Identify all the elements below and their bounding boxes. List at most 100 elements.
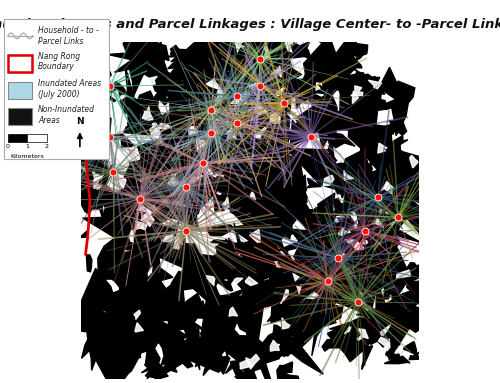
Polygon shape [198,130,218,155]
Polygon shape [328,133,355,148]
Polygon shape [92,293,112,311]
Polygon shape [240,360,253,369]
Polygon shape [185,262,204,284]
Polygon shape [410,155,418,168]
Polygon shape [382,190,404,214]
Text: Non-Inundated
Areas: Non-Inundated Areas [38,105,95,124]
Polygon shape [206,188,228,211]
Polygon shape [152,123,158,129]
Polygon shape [394,117,406,135]
Polygon shape [56,160,128,224]
Polygon shape [380,136,408,151]
Polygon shape [284,288,335,357]
Polygon shape [384,350,410,363]
Polygon shape [180,159,199,176]
Polygon shape [338,164,396,232]
Polygon shape [348,223,370,242]
Polygon shape [148,195,169,211]
Polygon shape [255,105,268,114]
Polygon shape [286,139,374,192]
Polygon shape [208,281,259,334]
Polygon shape [204,277,218,299]
Polygon shape [222,143,293,199]
Polygon shape [274,165,299,180]
Polygon shape [288,252,294,260]
Polygon shape [164,103,169,112]
Polygon shape [123,300,134,325]
Polygon shape [271,300,288,323]
Polygon shape [400,299,419,311]
Text: Nang Rong
Boundary: Nang Rong Boundary [38,52,80,72]
Polygon shape [360,212,384,232]
Polygon shape [344,54,362,73]
Polygon shape [158,123,170,129]
Polygon shape [290,193,348,275]
Polygon shape [232,278,243,286]
Polygon shape [314,203,336,222]
Polygon shape [228,208,296,264]
Polygon shape [317,58,337,70]
Polygon shape [142,358,160,379]
Polygon shape [210,240,234,254]
Polygon shape [290,92,338,149]
Polygon shape [138,241,158,262]
Polygon shape [268,112,280,124]
Polygon shape [216,246,237,268]
Polygon shape [94,180,102,189]
Polygon shape [278,254,294,273]
Polygon shape [188,126,198,135]
Polygon shape [250,192,256,200]
Polygon shape [391,86,410,106]
Polygon shape [378,337,390,351]
Polygon shape [336,158,344,163]
Polygon shape [327,318,376,362]
Polygon shape [245,80,292,144]
Polygon shape [236,69,260,87]
Polygon shape [216,178,242,198]
Text: Inundated Areas
(July 2000): Inundated Areas (July 2000) [38,79,101,99]
Polygon shape [409,352,424,360]
Polygon shape [318,304,343,319]
Polygon shape [74,298,117,370]
Polygon shape [307,178,322,188]
Polygon shape [233,115,297,168]
Polygon shape [272,325,283,345]
Polygon shape [338,267,357,284]
Polygon shape [310,92,322,103]
Polygon shape [226,128,236,141]
Polygon shape [122,325,134,347]
Polygon shape [144,60,164,86]
Polygon shape [351,86,363,96]
Polygon shape [216,95,296,179]
Polygon shape [356,278,446,360]
Bar [8,134,27,142]
Polygon shape [173,236,186,245]
Polygon shape [294,269,315,292]
Polygon shape [270,52,298,58]
Text: Kilometers: Kilometers [10,154,44,159]
Polygon shape [263,47,270,60]
Polygon shape [404,263,420,280]
Polygon shape [198,331,214,347]
Polygon shape [368,80,382,88]
Polygon shape [90,279,152,366]
Polygon shape [216,272,238,291]
Polygon shape [117,116,127,128]
Polygon shape [81,101,92,129]
Polygon shape [245,151,266,172]
Polygon shape [228,280,271,365]
Polygon shape [242,85,260,103]
Polygon shape [172,195,182,215]
Polygon shape [262,97,283,116]
Polygon shape [220,260,238,282]
Polygon shape [354,332,378,352]
Polygon shape [120,241,142,255]
Polygon shape [380,121,400,134]
Polygon shape [142,106,153,120]
Polygon shape [199,94,217,101]
Polygon shape [243,153,307,229]
Polygon shape [108,170,158,224]
Polygon shape [294,175,308,198]
Polygon shape [366,190,440,250]
Polygon shape [86,312,149,383]
